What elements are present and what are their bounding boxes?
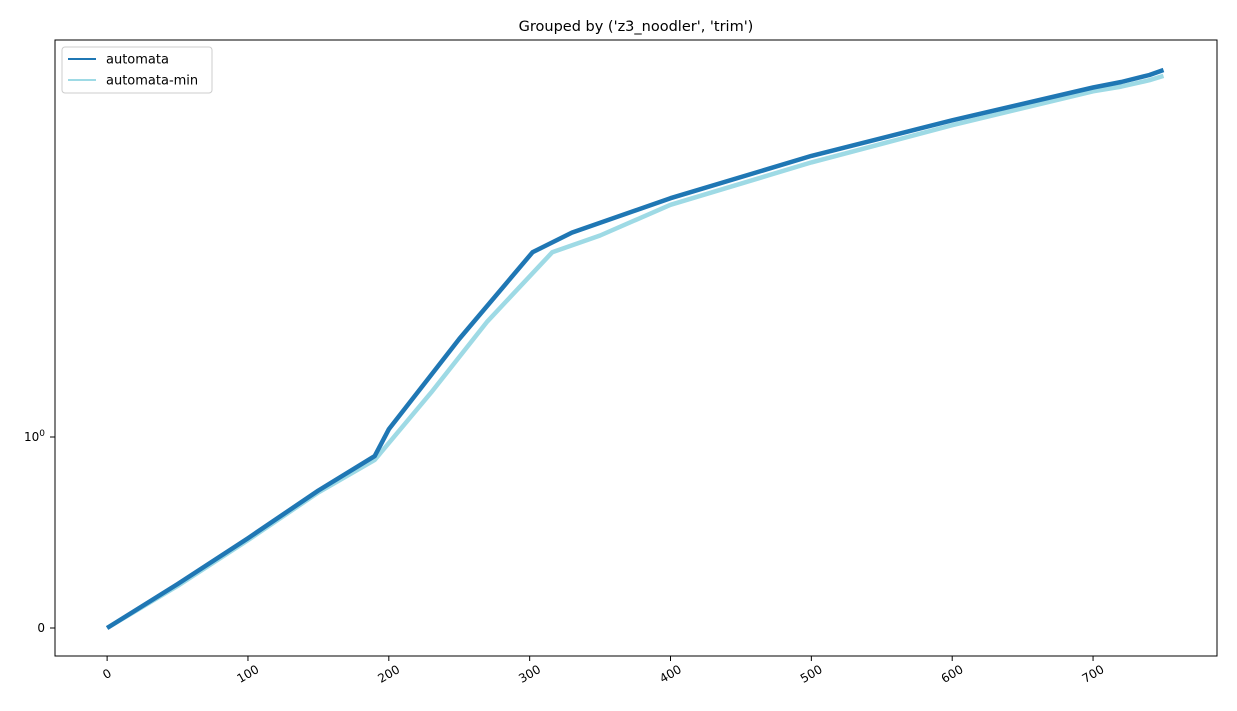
series-line-automata [105, 67, 1165, 630]
series-lines [105, 67, 1165, 630]
x-tick-label: 500 [798, 662, 825, 686]
legend-label: automata-min [106, 74, 198, 89]
chart-title: Grouped by ('z3_noodler', 'trim') [519, 19, 754, 35]
y-tick-label: 100 [24, 429, 45, 444]
x-axis: 0 100 200 300 400 500 600 700 [100, 656, 1106, 686]
x-tick-label: 200 [375, 662, 402, 686]
x-tick-label: 300 [516, 662, 543, 686]
x-tick-label: 400 [657, 662, 684, 686]
plot-area [54, 39, 1218, 657]
legend-box [61, 46, 213, 94]
x-tick-label: 600 [939, 662, 966, 686]
x-tick-label: 0 [100, 666, 114, 682]
x-tick-label: 700 [1080, 662, 1107, 686]
legend: automata automata-min [61, 46, 213, 94]
y-axis: 0 100 [24, 429, 55, 635]
legend-label: automata [106, 53, 169, 68]
x-tick-label: 100 [235, 662, 262, 686]
y-tick-label: 0 [37, 621, 45, 635]
